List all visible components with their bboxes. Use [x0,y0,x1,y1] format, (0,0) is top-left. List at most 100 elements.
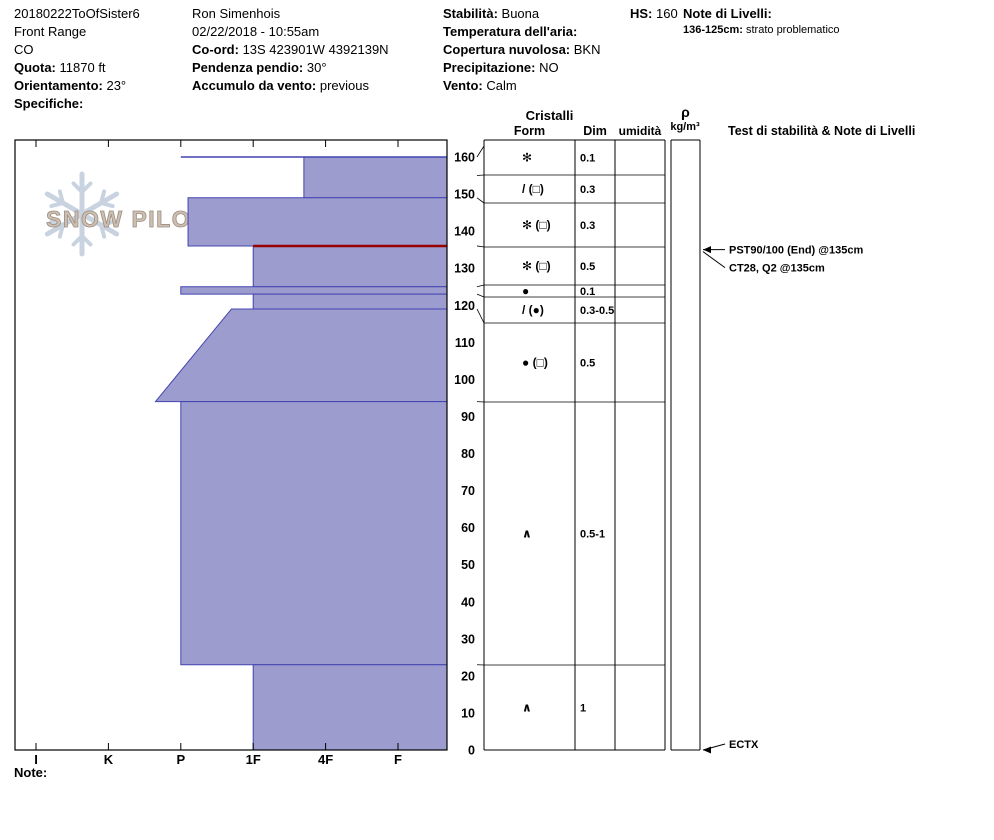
coord-row: Co-ord: 13S 423901W 4392139N [192,41,389,59]
observer-name: Ron Simenhois [192,6,281,21]
snowflake-icon [80,181,93,194]
crystal-form-symbol: ∧ [522,527,532,541]
air-temp-row: Temperatura dell'aria: [443,23,600,41]
depth-axis-label: 80 [461,447,475,461]
hardness-axis-label: I [34,752,38,767]
form-column-header: Form [513,124,546,138]
stability-row: Stabilità: Buona [443,5,600,23]
density-units-header: kg/m³ [670,121,700,133]
row-leader-line [476,293,485,298]
density-column-header: ρ [681,104,690,120]
precip-value: NO [539,60,559,75]
crystal-form-symbol: ✻ [522,151,532,165]
pit-specifics-row: Specifiche: [14,95,140,113]
dim-column-header: Dim [583,124,607,138]
wind-loading-value: previous [319,78,370,93]
hardness-axis-label: F [394,752,402,767]
pit-state: CO [14,42,34,57]
pit-info-block: 20180222ToOfSister6 Front Range CO Quota… [14,5,140,113]
wind-loading-label: Accumulo da vento: [192,78,317,93]
snow-layer-bar [252,664,448,751]
depth-axis-label: 70 [461,484,475,498]
sky-value: BKN [573,42,601,57]
crystal-dim-value: 0.5 [580,261,595,273]
conditions-block: Stabilità: Buona Temperatura dell'aria: … [443,5,600,95]
depth-axis-label: 20 [461,669,475,683]
hardness-axis-label: 1F [246,752,261,767]
test-arrowhead-icon [703,246,711,254]
crystal-form-symbol: / (●) [522,303,544,317]
aspect-value: 23° [106,78,127,93]
depth-axis-label: 10 [461,706,475,720]
wind-label: Vento: [443,78,483,93]
observation-datetime: 02/22/2018 - 10:55am [192,24,320,39]
crystal-form-symbol: ∧ [522,701,532,715]
snowflake-icon [99,201,115,209]
snowflake-icon [49,219,65,227]
depth-axis-label: 160 [454,151,475,165]
crystal-dim-value: 0.5-1 [580,529,605,541]
depth-axis-label: 140 [454,225,475,239]
stability-test-label: PST90/100 (End) @135cm [729,245,863,257]
elevation-value: 11870 ft [59,60,106,75]
hardness-axis-label: P [176,752,185,767]
crystal-form-symbol: / (□) [522,182,544,196]
air-temp-label: Temperatura dell'aria: [443,24,578,39]
layer-notes-label: Note di Livelli: [683,6,772,21]
test-leader-line [702,251,726,269]
layer-notes-block: Note di Livelli: 136-125cm: strato probl… [683,5,840,37]
slope-row: Pendenza pendio: 30° [192,59,389,77]
pit-elevation-row: Quota: 11870 ft [14,59,140,77]
hardness-axis-label: 4F [318,752,333,767]
observer-block: Ron Simenhois 02/22/2018 - 10:55am Co-or… [192,5,389,95]
snow-layer-bar [180,401,448,666]
stability-test-label: ECTX [729,739,759,751]
crystal-dim-value: 1 [580,703,586,715]
snow-layer-bar [154,308,448,403]
layer-note-text: strato problematico [746,24,840,36]
chart-frame [14,139,448,751]
depth-axis-label: 90 [461,410,475,424]
depth-axis-label: 110 [455,336,475,350]
layer-note-depth: 136-125cm: [683,24,743,36]
pit-name: 20180222ToOfSister6 [14,6,140,21]
depth-axis-label: 30 [461,632,475,646]
crystal-form-symbol: ✻ (□) [522,218,551,232]
note-label: Note: [14,765,48,780]
depth-axis-label: 150 [454,188,475,202]
depth-axis-label: 130 [454,262,475,276]
depth-axis-label: 50 [461,558,475,572]
crystal-form-symbol: ✻ (□) [522,259,551,273]
layer-note-row: 136-125cm: strato problematico [683,23,840,37]
depth-axis-label: 120 [454,299,475,313]
stability-test-label: CT28, Q2 @135cm [729,263,825,275]
hardness-axis-label: K [104,752,114,767]
wind-loading-row: Accumulo da vento: previous [192,77,389,95]
coord-value: 13S 423901W 4392139N [242,42,389,57]
row-leader-line [476,308,485,324]
snowflake-icon [99,223,107,239]
crystal-dim-value: 0.3 [580,184,595,196]
snow-layer-bar [180,286,448,295]
row-leader-line [476,174,485,176]
pit-range: Front Range [14,24,87,39]
row-leader-line [476,245,485,248]
snowpilot-logo-text: SNOW PILOT [46,206,207,232]
pit-aspect-row: Orientamento: 23° [14,77,140,95]
aspect-label: Orientamento: [14,78,103,93]
specifics-label: Specifiche: [14,96,84,111]
test-arrowhead-icon [703,746,711,754]
snowflake-icon [71,234,84,247]
hs-value: 160 [656,6,678,21]
wind-value: Calm [486,78,517,93]
snowflake-icon [57,189,65,205]
crystal-dim-value: 0.3 [580,220,595,232]
slope-value: 30° [306,60,327,75]
depth-axis-label: 60 [461,521,475,535]
hs-label: HS: [630,6,653,21]
snow-layer-bar [187,197,448,247]
hs-row: HS: 160 [630,5,678,23]
sky-label: Copertura nuvolosa: [443,42,571,57]
